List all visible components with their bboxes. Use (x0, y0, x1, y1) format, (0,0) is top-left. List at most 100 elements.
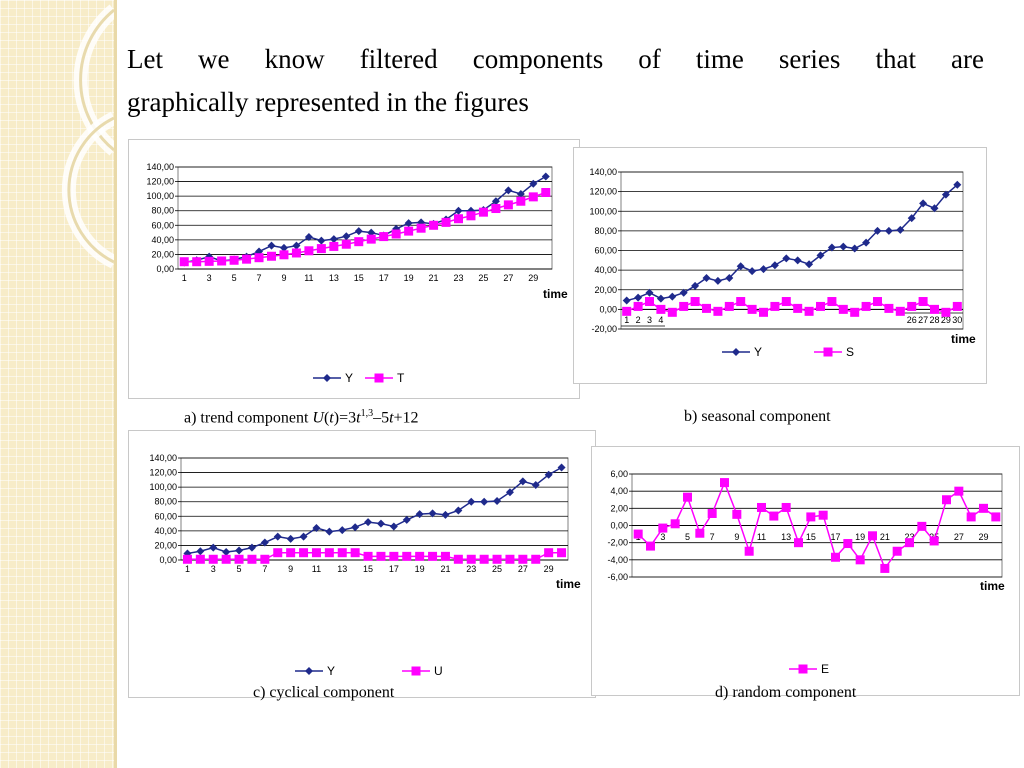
series-Y-point (304, 232, 313, 241)
series-T-point (179, 257, 189, 267)
series-U-point (247, 554, 257, 564)
x-axis-label: time (556, 577, 581, 591)
series-U-point (350, 548, 360, 558)
x-tick-label: 1 (185, 564, 190, 574)
series-E-point (646, 541, 655, 551)
series-E-point (991, 512, 1001, 522)
x-tick-label: 3 (660, 532, 665, 542)
series-Y-point (505, 488, 514, 497)
series-Y-point (691, 281, 700, 290)
series-T-point (516, 196, 526, 206)
series-Y-point (364, 518, 373, 527)
series-Y-point (338, 526, 347, 535)
series-T-point (454, 214, 463, 224)
series-T-point (429, 220, 439, 230)
x-tick-label: 13 (329, 273, 339, 283)
series-T-point (242, 254, 252, 264)
y-tick-label: 120,00 (146, 177, 174, 187)
series-S-point (873, 297, 882, 307)
series-E-point (707, 508, 717, 518)
series-S-point (907, 301, 917, 311)
legend-marker-Y (305, 667, 313, 675)
series-E-point (905, 538, 914, 548)
series-Y-point (884, 226, 893, 235)
x-tick-label: 3 (647, 315, 652, 325)
series-Y-point (480, 497, 489, 506)
series-E-point (633, 529, 643, 539)
series-Y-points (183, 463, 566, 558)
series-Y-point (919, 199, 928, 208)
series-Y-point (725, 273, 734, 282)
series-Y-point (312, 523, 321, 532)
series-Y-point (292, 241, 301, 250)
series-Y-point (279, 243, 288, 252)
series-U-point (376, 551, 386, 561)
series-Y-point (953, 180, 962, 189)
series-T-point (329, 241, 339, 251)
series-Y-point (196, 547, 205, 556)
x-tick-label: 17 (379, 273, 389, 283)
series-T-point (267, 251, 276, 261)
x-axis-label: time (951, 332, 976, 346)
series-S-point (702, 303, 711, 313)
y-tick-label: 2,00 (610, 503, 628, 513)
series-T-point (441, 217, 451, 227)
plot-area (180, 457, 569, 561)
series-E-point (917, 521, 927, 531)
series-E-point (818, 510, 828, 520)
x-axis-label: time (543, 287, 568, 301)
series-Y-point (770, 261, 779, 270)
x-tick-label: 11 (304, 273, 313, 283)
series-Y-point (873, 226, 882, 235)
caption-a-exp: 1,3 (360, 408, 374, 419)
slide-title-line-2: graphically represented in the figures (127, 87, 529, 117)
series-T-point (192, 257, 202, 267)
caption-d: d) random component (715, 684, 857, 701)
series-U-points (182, 548, 567, 564)
series-Y-point (634, 293, 643, 302)
series-E-point (732, 509, 742, 519)
series-U-point (531, 554, 541, 564)
series-Y-point (367, 228, 376, 237)
x-tick-label: 15 (806, 532, 816, 542)
x-tick-label: 26 (907, 315, 917, 325)
series-Y-point (645, 288, 654, 297)
x-tick-label: 21 (880, 532, 890, 542)
caption-b: b) seasonal component (684, 408, 831, 425)
x-tick-label: 19 (404, 273, 414, 283)
y-tick-label: 100,00 (589, 206, 617, 216)
series-Y-point (827, 243, 836, 252)
legend-label-Y: Y (754, 345, 762, 359)
series-Y-point (247, 543, 256, 552)
x-axis-label: time (980, 579, 1005, 593)
series-Y-point (299, 532, 308, 541)
x-tick-label: 13 (337, 564, 347, 574)
series-Y-point (907, 214, 916, 223)
x-tick-label: 28 (929, 315, 939, 325)
x-tick-label: 7 (257, 273, 262, 283)
series-S-point (781, 297, 791, 307)
series-E-point (769, 511, 779, 521)
y-tick-label: 0,00 (159, 555, 177, 565)
series-Y-point (504, 186, 513, 195)
chart-a: 0,00 20,00 40,00 60,00 80,00 100,00 120,00 140,… (146, 162, 568, 385)
x-tick-label: 9 (288, 564, 293, 574)
series-T-point (291, 248, 301, 258)
series-E-point (979, 503, 988, 513)
series-U-point (440, 551, 450, 561)
series-S-point (861, 301, 871, 311)
series-S-point (690, 297, 700, 307)
x-tick-label: 15 (363, 564, 373, 574)
x-tick-label: 3 (207, 273, 212, 283)
x-tick-label: 13 (781, 532, 791, 542)
series-U-point (557, 548, 567, 558)
x-tick-label: 27 (954, 532, 964, 542)
legend-label-E: E (821, 662, 829, 676)
series-S-point (930, 304, 939, 314)
series-Y-point (222, 547, 231, 556)
series-T-point (491, 204, 501, 214)
x-tick-label: 17 (389, 564, 399, 574)
series-E-point (757, 502, 766, 512)
series-Y-point (329, 235, 338, 244)
x-tick-label: 15 (354, 273, 364, 283)
